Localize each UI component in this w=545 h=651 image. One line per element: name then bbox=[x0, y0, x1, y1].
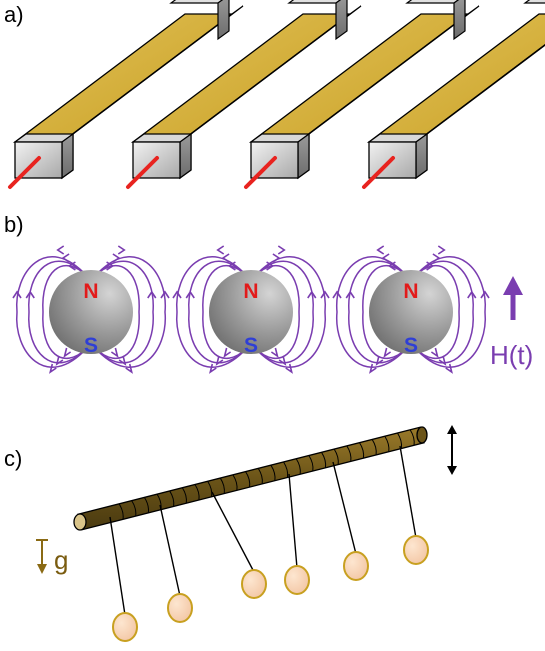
field-label: H(t) bbox=[490, 340, 533, 370]
wire bbox=[126, 156, 159, 189]
rod bbox=[362, 0, 545, 189]
pendulum bbox=[284, 473, 310, 595]
pendulum-array bbox=[73, 426, 429, 642]
pendulum-bob bbox=[284, 565, 310, 595]
magnet-sphere bbox=[49, 270, 133, 354]
pendulum-string bbox=[288, 473, 298, 569]
pendulum-string bbox=[159, 504, 181, 597]
wire bbox=[362, 156, 395, 189]
pendulum-string bbox=[211, 491, 255, 573]
field-lines bbox=[172, 245, 330, 374]
wire bbox=[244, 156, 277, 189]
pendulum bbox=[332, 461, 369, 581]
magnet: NS bbox=[172, 245, 330, 374]
panel-label-c: c) bbox=[4, 446, 22, 471]
oscillation-arrow bbox=[447, 425, 457, 475]
pendulum bbox=[211, 491, 267, 599]
support-rod bbox=[73, 426, 428, 531]
magnet-sphere bbox=[369, 270, 453, 354]
pendulum-bob bbox=[167, 593, 193, 623]
magnet-sphere bbox=[209, 270, 293, 354]
pendulum bbox=[159, 504, 193, 623]
south-pole-label: S bbox=[244, 334, 258, 357]
pendulum-string bbox=[399, 445, 417, 539]
rod bbox=[8, 0, 244, 189]
panel-label-a: a) bbox=[4, 2, 24, 27]
pendulum bbox=[109, 516, 138, 642]
pendulum-bob bbox=[403, 535, 429, 565]
north-pole-label: N bbox=[243, 280, 258, 303]
south-pole-label: S bbox=[404, 334, 418, 357]
north-pole-label: N bbox=[83, 280, 98, 303]
magnet: NS bbox=[12, 245, 170, 374]
pendulum bbox=[399, 445, 429, 565]
gravity-label: g bbox=[54, 545, 68, 575]
rod bbox=[126, 0, 362, 189]
pendulum-string bbox=[109, 516, 126, 616]
rod-array bbox=[8, 0, 545, 189]
pendulum-string bbox=[332, 461, 357, 555]
pendulum-bob bbox=[112, 612, 138, 642]
pendulum-bob bbox=[343, 551, 369, 581]
field-lines bbox=[332, 245, 490, 374]
wire bbox=[8, 156, 41, 189]
gravity-arrow bbox=[36, 539, 48, 574]
rod bbox=[244, 0, 480, 189]
magnet: NS bbox=[332, 245, 490, 374]
north-pole-label: N bbox=[403, 280, 418, 303]
panel-label-b: b) bbox=[4, 212, 24, 237]
field-lines bbox=[12, 245, 170, 374]
pendulum-bob bbox=[241, 569, 267, 599]
south-pole-label: S bbox=[84, 334, 98, 357]
field-direction-arrow bbox=[503, 276, 523, 320]
